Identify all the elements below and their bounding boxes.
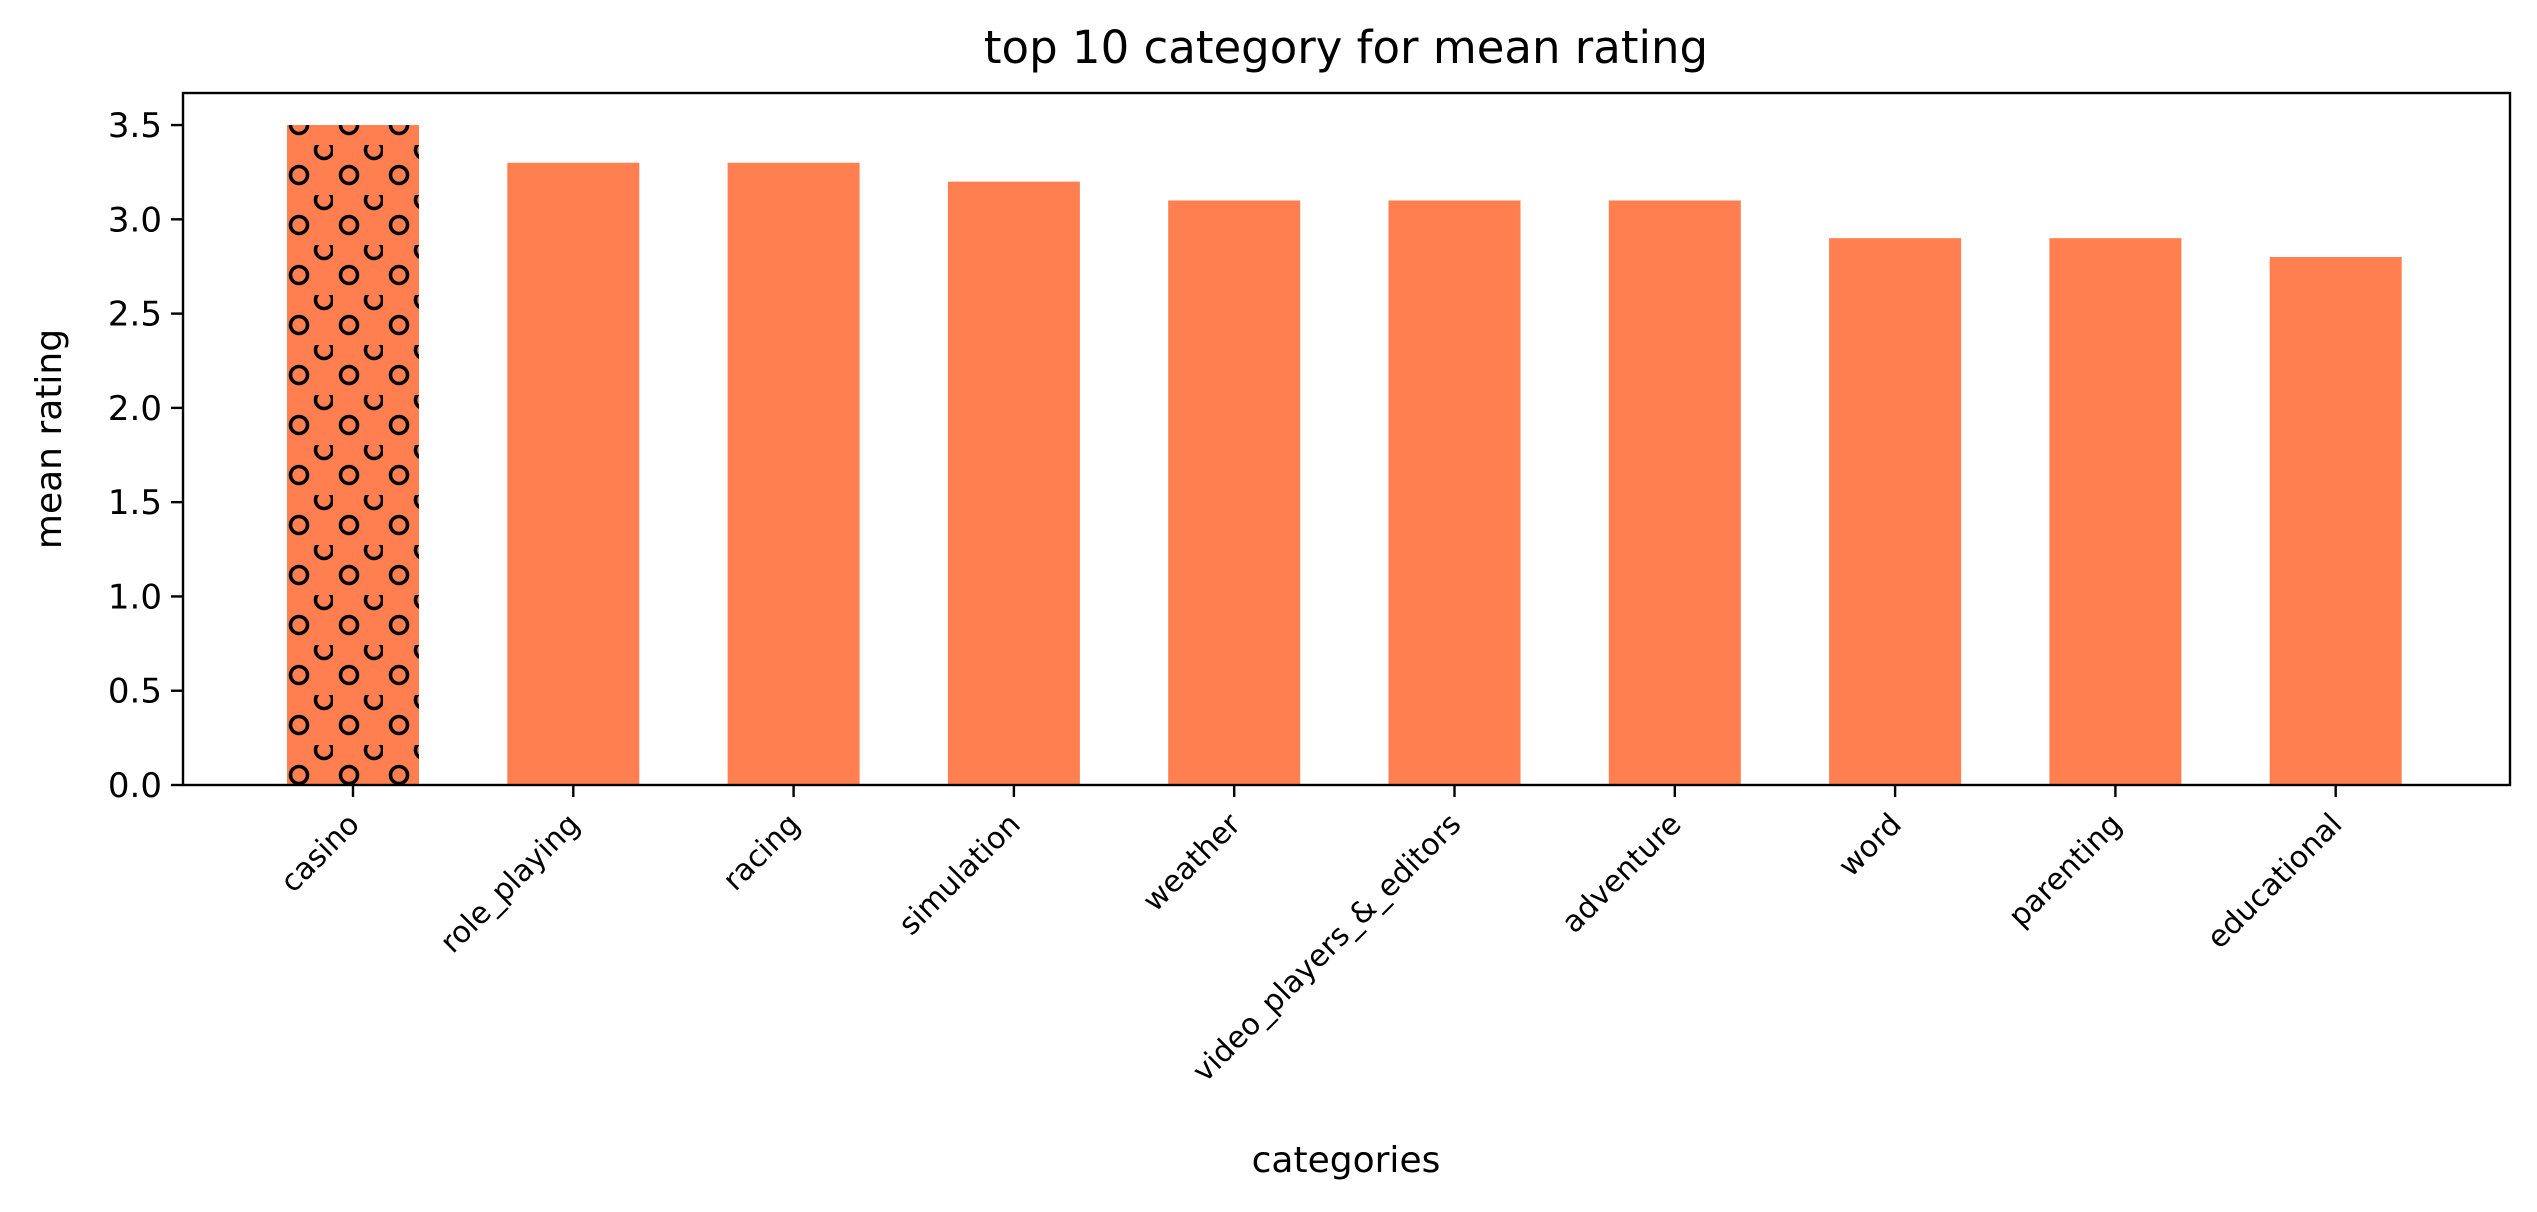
x-tick-label-role-playing: role_playing — [434, 807, 587, 960]
y-tick-label: 1.0 — [108, 577, 162, 617]
y-tick-label: 2.0 — [108, 389, 162, 429]
bar-parenting — [2049, 238, 2182, 786]
bar-adventure — [1608, 200, 1741, 786]
x-tick-label-weather: weather — [1136, 806, 1248, 918]
bar-racing — [727, 162, 860, 785]
bar-hatch-casino — [287, 125, 419, 785]
x-tick-label-simulation: simulation — [892, 807, 1027, 942]
bar-video-players-editors — [1388, 200, 1521, 786]
y-tick-label: 0.5 — [108, 672, 162, 712]
y-tick-label: 3.5 — [108, 106, 162, 146]
bar-simulation — [947, 181, 1080, 786]
x-axis-label: categories — [1252, 1140, 1441, 1181]
chart-title: top 10 category for mean rating — [984, 21, 1708, 74]
y-axis: 0.0 0.5 1.0 1.5 2.0 2.5 3.0 3.5 — [108, 106, 183, 806]
y-tick-label: 1.5 — [108, 483, 162, 523]
x-tick-label-casino: casino — [274, 807, 367, 900]
y-tick-label: 0.0 — [108, 766, 162, 806]
bars — [287, 125, 2402, 786]
x-tick-label-educational: educational — [2200, 807, 2349, 956]
x-tick-label-word: word — [1832, 807, 1909, 884]
x-axis: casino role_playing racing simulation weathe… — [274, 785, 2349, 1089]
y-axis-label: mean rating — [29, 329, 70, 549]
y-tick-label: 2.5 — [108, 295, 162, 335]
x-tick-label-parenting: parenting — [2002, 807, 2129, 934]
bar-word — [1829, 238, 1962, 786]
bar-educational — [2269, 257, 2402, 786]
plot-frame — [181, 91, 2512, 787]
bar-weather — [1168, 200, 1301, 786]
x-tick-label-racing: racing — [716, 807, 807, 898]
x-tick-label-adventure: adventure — [1555, 807, 1688, 940]
bar-role-playing — [507, 162, 640, 785]
y-tick-label: 3.0 — [108, 200, 162, 240]
